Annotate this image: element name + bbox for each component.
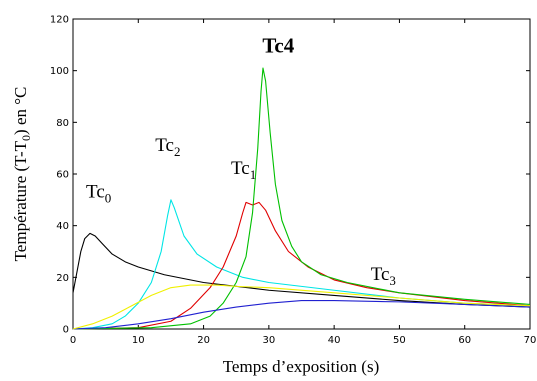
y-axis-label-sub: 0 (19, 135, 33, 141)
x-axis-label: Temps d’exposition (s) (223, 357, 380, 376)
plot-frame (72, 18, 531, 330)
x-tick-label: 20 (197, 335, 210, 346)
y-tick-label: 60 (56, 170, 69, 181)
y-tick-label: 100 (50, 66, 69, 77)
annotation-tc1: Tc1 (231, 158, 256, 182)
annotation-tc0: Tc0 (86, 181, 111, 205)
x-tick-label: 70 (524, 335, 537, 346)
series-annotations: Tc0 Tc2 Tc1 Tc4 Tc3 (86, 34, 396, 288)
y-axis-label: Température (T-T0) en °C (11, 87, 33, 262)
x-tick-label: 40 (328, 335, 341, 346)
series-line-tc0 (72, 232, 531, 308)
x-tick-label: 10 (132, 335, 145, 346)
annotation-tc3: Tc3 (371, 264, 396, 288)
x-axis: 0 10 20 30 40 50 60 70 (70, 19, 537, 346)
y-tick-label: 20 (56, 273, 69, 284)
x-tick-label: 50 (393, 335, 406, 346)
series-line-tc1 (72, 201, 531, 330)
x-tick-label: 60 (458, 335, 471, 346)
series-line-unlabeled (72, 284, 531, 330)
series-line-tc2 (72, 199, 531, 330)
y-axis: 0 20 40 60 80 100 120 (50, 15, 530, 336)
y-tick-label: 40 (56, 221, 69, 232)
y-axis-label-tail: ) en °C (11, 87, 30, 135)
series-line-tc3 (72, 300, 531, 330)
annotation-tc2: Tc2 (155, 135, 180, 159)
y-axis-label-main: Température (T-T (11, 140, 30, 261)
y-tick-label: 120 (50, 15, 69, 26)
y-tick-label: 80 (56, 118, 69, 129)
annotation-tc4: Tc4 (262, 34, 294, 58)
series-lines (72, 67, 531, 330)
x-tick-label: 0 (70, 335, 76, 346)
x-tick-label: 30 (262, 335, 275, 346)
y-tick-label: 0 (63, 325, 69, 336)
